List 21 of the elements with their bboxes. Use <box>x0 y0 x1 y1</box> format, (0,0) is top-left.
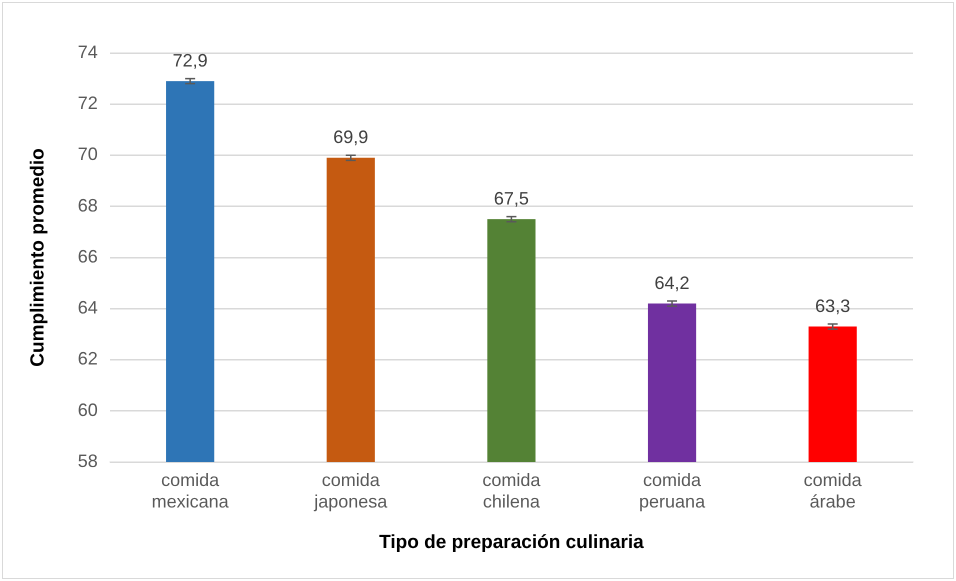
data-label: 72,9 <box>172 50 208 71</box>
x-tick-label: comida chilena <box>482 470 542 512</box>
y-tick-label: 74 <box>78 42 98 62</box>
data-label: 67,5 <box>494 188 529 209</box>
y-tick-label: 68 <box>78 195 98 216</box>
y-tick-label: 62 <box>78 348 98 369</box>
y-tick-label: 72 <box>78 93 98 114</box>
y-tick-label: 64 <box>78 298 98 318</box>
y-tick-label: 60 <box>78 400 98 420</box>
data-label: 64,2 <box>654 272 690 293</box>
y-tick-label: 70 <box>78 144 98 164</box>
y-axis-title: Cumplimiento promedio <box>28 148 49 367</box>
x-tick-label: comida árabe <box>804 470 863 512</box>
x-axis-title: Tipo de preparación culinaria <box>379 532 644 553</box>
y-tick-label: 58 <box>78 450 98 471</box>
x-tick-label: comida japonesa <box>313 470 388 512</box>
data-label: 63,3 <box>815 296 850 316</box>
x-tick-label: comida peruana <box>639 470 706 512</box>
y-tick-label: 66 <box>78 246 98 266</box>
x-tick-label: comida mexicana <box>152 470 230 512</box>
data-label: 69,9 <box>333 127 368 148</box>
